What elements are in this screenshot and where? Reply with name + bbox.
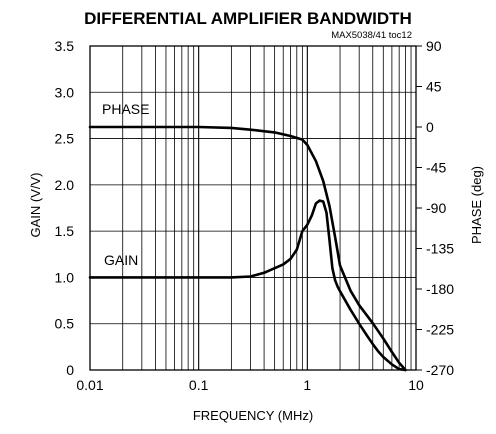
series-layer — [88, 125, 407, 372]
y-tick-label: 2.5 — [55, 131, 75, 147]
y2-tick-label: -90 — [426, 200, 446, 216]
y-tick-label: 0.5 — [55, 316, 75, 332]
series-line-gain — [88, 199, 407, 372]
y2-tick-label: -45 — [426, 160, 446, 176]
chart-annotation: MAX5038/41 toc12 — [331, 30, 412, 41]
y-tick-label: 1.0 — [55, 269, 75, 285]
y-tick-label: 1.5 — [55, 223, 75, 239]
y2-tick-label: 45 — [426, 79, 442, 95]
x-tick-label: 1 — [303, 377, 311, 393]
y2-tick-label: -225 — [426, 322, 454, 338]
y2-tick-label: -180 — [426, 281, 454, 297]
series-label-gain: GAIN — [104, 252, 138, 268]
x-axis-label: FREQUENCY (MHz) — [193, 408, 313, 423]
y2-tick-label: -270 — [426, 362, 454, 378]
grid — [90, 46, 416, 370]
y2-tick-label: -135 — [426, 241, 454, 257]
y-tick-label: 0 — [66, 362, 74, 378]
plot-frame — [89, 45, 417, 371]
series-line-phase — [88, 125, 407, 372]
y2-axis-label: PHASE (deg) — [469, 166, 484, 244]
y2-tick-label: 0 — [426, 119, 434, 135]
series-label-phase: PHASE — [102, 101, 149, 117]
y2-tick-label: 90 — [426, 38, 442, 54]
tick-labels: 0.01 0.1 1 10 0 0.5 1.0 1.5 2.0 2.5 3.0 3.5 90 45 0 -45… — [55, 38, 455, 393]
x-tick-label: 0.1 — [189, 377, 209, 393]
y-tick-label: 2.0 — [55, 177, 75, 193]
x-tick-label: 0.01 — [76, 377, 103, 393]
y-axis-label: GAIN (V/V) — [28, 172, 43, 237]
y-tick-label: 3.5 — [55, 38, 75, 54]
y-tick-label: 3.0 — [55, 84, 75, 100]
x-tick-label: 10 — [408, 377, 424, 393]
chart-title: DIFFERENTIAL AMPLIFIER BANDWIDTH — [84, 9, 412, 28]
